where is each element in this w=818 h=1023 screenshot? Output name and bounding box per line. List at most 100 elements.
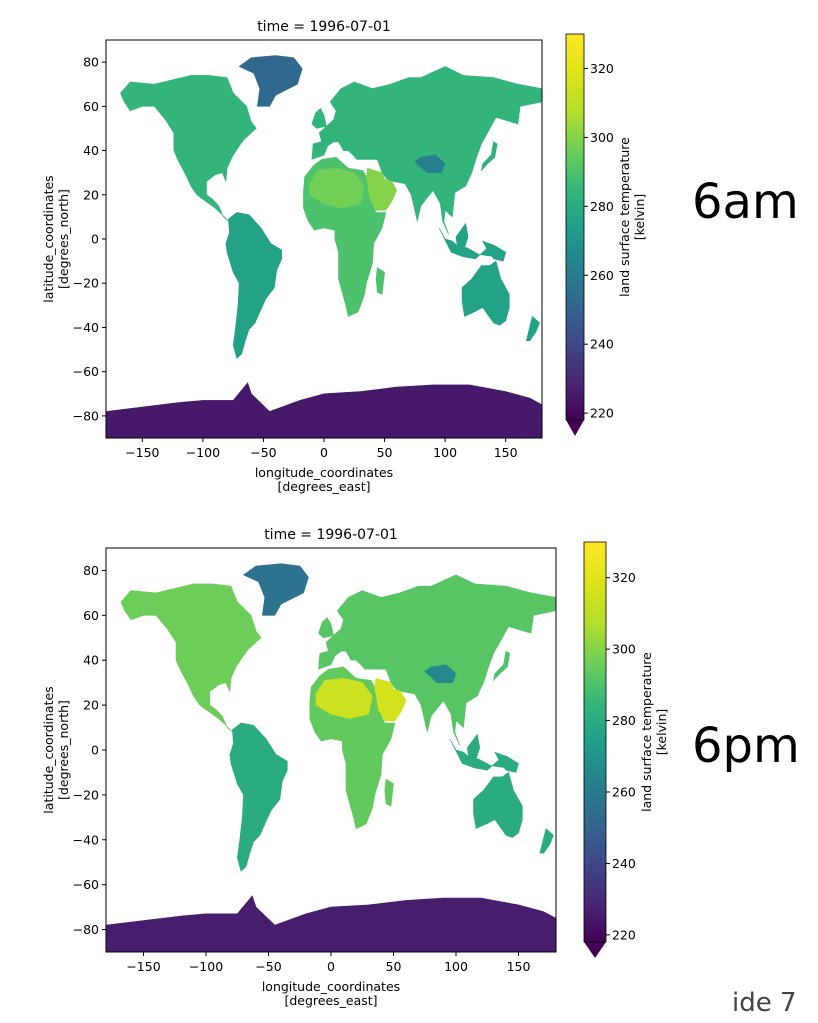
region-new-zealand xyxy=(525,315,540,342)
colorbar-tick-label: 220 xyxy=(590,406,614,421)
region-sahara-highlight xyxy=(309,168,364,208)
land-surface-layer xyxy=(105,55,543,439)
colorbar-tick-label: 260 xyxy=(590,268,614,283)
colorbar-label: land surface temperature xyxy=(617,137,632,297)
y-tick-label: 40 xyxy=(83,653,99,668)
region-borneo xyxy=(455,222,469,249)
land-surface-layer xyxy=(105,563,557,953)
slide-number: ide 7 xyxy=(732,988,797,1018)
x-tick-label: 0 xyxy=(320,445,328,460)
colorbar-extend-arrow xyxy=(566,420,584,436)
x-tick-label: −150 xyxy=(126,959,160,974)
region-new-guinea xyxy=(494,751,519,773)
region-australia xyxy=(461,260,510,326)
y-tick-label: 60 xyxy=(83,99,99,114)
region-sahara-highlight xyxy=(316,678,373,719)
region-british-isles xyxy=(318,617,334,639)
y-tick-label: 20 xyxy=(83,187,99,202)
x-tick-label: 50 xyxy=(386,959,402,974)
chart-title: time = 1996-07-01 xyxy=(257,19,391,35)
region-madagascar xyxy=(375,267,385,295)
time-of-day-label-6pm: 6pm xyxy=(692,718,800,774)
x-tick-label: −50 xyxy=(255,959,281,974)
colorbar xyxy=(566,34,584,420)
region-madagascar xyxy=(384,778,394,807)
colorbar-frame xyxy=(565,33,585,421)
region-south-america xyxy=(229,722,288,872)
region-arabia-highlight xyxy=(374,678,406,721)
region-eurasia xyxy=(318,574,557,746)
y-tick-label: −40 xyxy=(73,832,99,847)
region-borneo xyxy=(466,733,481,760)
colorbar-extend-arrow xyxy=(584,942,606,958)
colorbar-tick-label: 280 xyxy=(612,713,636,728)
region-new-guinea xyxy=(482,240,507,262)
x-tick-label: 150 xyxy=(507,959,531,974)
time-of-day-label-6am: 6am xyxy=(692,174,799,230)
region-south-america xyxy=(225,212,282,359)
x-tick-label: 0 xyxy=(327,959,335,974)
y-tick-label: −40 xyxy=(73,320,99,335)
region-tibet-highlight xyxy=(414,155,446,173)
y-tick-label: 0 xyxy=(91,232,99,247)
y-tick-label: −20 xyxy=(73,276,99,291)
colorbar-unit: [kelvin] xyxy=(654,709,669,756)
x-axis-label: longitude_coordinates xyxy=(255,465,393,480)
colorbar-label: land surface temperature xyxy=(639,652,654,812)
x-tick-label: −100 xyxy=(189,959,223,974)
region-arabia-highlight xyxy=(366,168,397,211)
y-tick-label: −80 xyxy=(73,922,99,937)
y-axis-unit: [degrees_north] xyxy=(56,189,71,289)
y-tick-label: −60 xyxy=(73,364,99,379)
colorbar-tick-label: 240 xyxy=(612,856,636,871)
colorbar-tick-label: 300 xyxy=(590,130,614,145)
x-tick-label: 100 xyxy=(444,959,468,974)
x-tick-label: −150 xyxy=(125,445,159,460)
y-tick-label: −80 xyxy=(73,408,99,423)
chart-panel-6pm: −150 −100 −50 0 50 100 150 −80 −60 −40 −20 0 20 40 60 8… xyxy=(41,527,669,1008)
region-japan xyxy=(480,141,498,172)
colorbar-unit: [kelvin] xyxy=(632,194,647,241)
colorbar xyxy=(584,542,606,942)
y-tick-label: 80 xyxy=(83,563,99,578)
x-tick-label: 150 xyxy=(494,445,518,460)
region-japan xyxy=(493,650,511,682)
x-axis-label: longitude_coordinates xyxy=(262,979,400,994)
region-north-america xyxy=(120,583,262,733)
region-antarctica xyxy=(105,382,543,439)
x-axis-unit: [degrees_east] xyxy=(284,993,377,1008)
y-axis-unit: [degrees_north] xyxy=(56,700,71,800)
colorbar-frame xyxy=(583,541,607,943)
chart-title: time = 1996-07-01 xyxy=(264,527,398,543)
x-tick-label: −100 xyxy=(186,445,220,460)
y-axis-label: latitude_coordinates xyxy=(41,686,56,813)
colorbar-tick-label: 320 xyxy=(612,570,636,585)
region-tibet-highlight xyxy=(424,664,456,683)
colorbar-tick-label: 300 xyxy=(612,642,636,657)
region-north-america xyxy=(120,75,257,222)
x-axis-unit: [degrees_east] xyxy=(277,479,370,494)
x-tick-label: 100 xyxy=(433,445,457,460)
x-tick-label: 50 xyxy=(377,445,393,460)
y-tick-label: −60 xyxy=(73,877,99,892)
chart-panel-6am: −150 −100 −50 0 50 100 150 −80 −60 −40 −20 0 20 40 60 8… xyxy=(41,19,647,494)
region-antarctica xyxy=(105,895,557,953)
region-eurasia xyxy=(311,66,543,235)
region-greenland xyxy=(238,55,303,107)
x-tick-label: −50 xyxy=(250,445,276,460)
region-british-isles xyxy=(311,108,327,129)
y-tick-label: 40 xyxy=(83,143,99,158)
colorbar-tick-label: 220 xyxy=(612,927,636,942)
region-new-zealand xyxy=(539,828,554,854)
y-tick-label: 60 xyxy=(83,608,99,623)
region-greenland xyxy=(242,563,309,616)
colorbar-tick-label: 260 xyxy=(612,785,636,800)
region-australia xyxy=(473,771,523,838)
colorbar-tick-label: 240 xyxy=(590,337,614,352)
y-tick-label: 0 xyxy=(91,743,99,758)
y-tick-label: 80 xyxy=(83,55,99,70)
y-tick-label: −20 xyxy=(73,787,99,802)
y-axis-label: latitude_coordinates xyxy=(41,175,56,302)
colorbar-tick-label: 280 xyxy=(590,199,614,214)
